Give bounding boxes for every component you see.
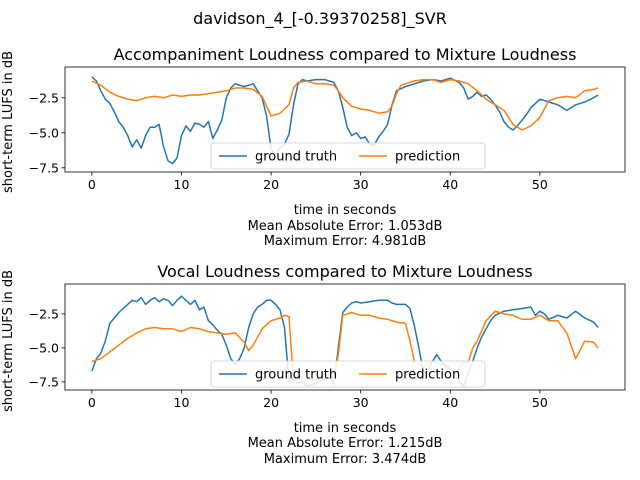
vocal-x-tick-label: 10 <box>174 395 190 410</box>
vocal-legend: ground truth prediction <box>210 360 486 388</box>
accompaniment-mean-abs-error: Mean Absolute Error: 1.053dB <box>248 219 443 234</box>
accompaniment-x-tick-label: 10 <box>174 177 190 192</box>
vocal-max-error: Maximum Error: 3.474dB <box>264 452 427 467</box>
accompaniment-plot-title: Accompaniment Loudness compared to Mixtu… <box>114 45 577 64</box>
accompaniment-y-axis-label: short-term LUFS in dB <box>1 51 16 193</box>
vocal-y-tick-label: −2.5 <box>29 306 59 321</box>
vocal-plot-title: Vocal Loudness compared to Mixture Loudn… <box>157 262 532 281</box>
accompaniment-x-tick-label: 30 <box>353 177 369 192</box>
accompaniment-series-ground-truth <box>91 76 599 165</box>
accompaniment-x-tick-label: 20 <box>263 177 279 192</box>
vocal-plot: Vocal Loudness compared to Mixture Loudn… <box>1 262 626 467</box>
accompaniment-x-axis-label: time in seconds <box>294 203 397 218</box>
accompaniment-x-tick-label: 0 <box>88 177 96 192</box>
accompaniment-x-tick-label: 40 <box>442 177 458 192</box>
accompaniment-legend: ground truth prediction <box>210 142 486 170</box>
vocal-x-tick-label: 0 <box>88 395 96 410</box>
accompaniment-y-tick-label: −2.5 <box>29 90 59 105</box>
vocal-y-tick-label: −7.5 <box>29 374 59 389</box>
figure-suptitle: davidson_4_[-0.39370258]_SVR <box>193 9 447 29</box>
vocal-legend-label: prediction <box>395 368 460 383</box>
vocal-series-prediction <box>91 310 599 383</box>
vocal-x-tick-label: 20 <box>263 395 279 410</box>
accompaniment-x-tick-label: 50 <box>532 177 548 192</box>
vocal-y-axis-label: short-term LUFS in dB <box>1 270 16 412</box>
vocal-x-tick-label: 40 <box>442 395 458 410</box>
accompaniment-legend-label: ground truth <box>255 150 337 165</box>
vocal-x-axis-label: time in seconds <box>294 421 397 436</box>
vocal-legend-label: ground truth <box>255 368 337 383</box>
accompaniment-legend-label: prediction <box>395 150 460 165</box>
vocal-x-tick-label: 30 <box>353 395 369 410</box>
accompaniment-axes-frame <box>64 66 626 173</box>
accompaniment-plot: Accompaniment Loudness compared to Mixtu… <box>1 45 626 249</box>
accompaniment-y-tick-label: −7.5 <box>29 160 59 175</box>
accompaniment-series-prediction <box>91 78 599 131</box>
vocal-x-tick-label: 50 <box>532 395 548 410</box>
accompaniment-max-error: Maximum Error: 4.981dB <box>264 234 427 249</box>
vocal-y-tick-label: −5.0 <box>29 340 59 355</box>
vocal-axes-frame <box>64 283 626 391</box>
accompaniment-y-tick-label: −5.0 <box>29 125 59 140</box>
vocal-mean-abs-error: Mean Absolute Error: 1.215dB <box>248 436 443 451</box>
